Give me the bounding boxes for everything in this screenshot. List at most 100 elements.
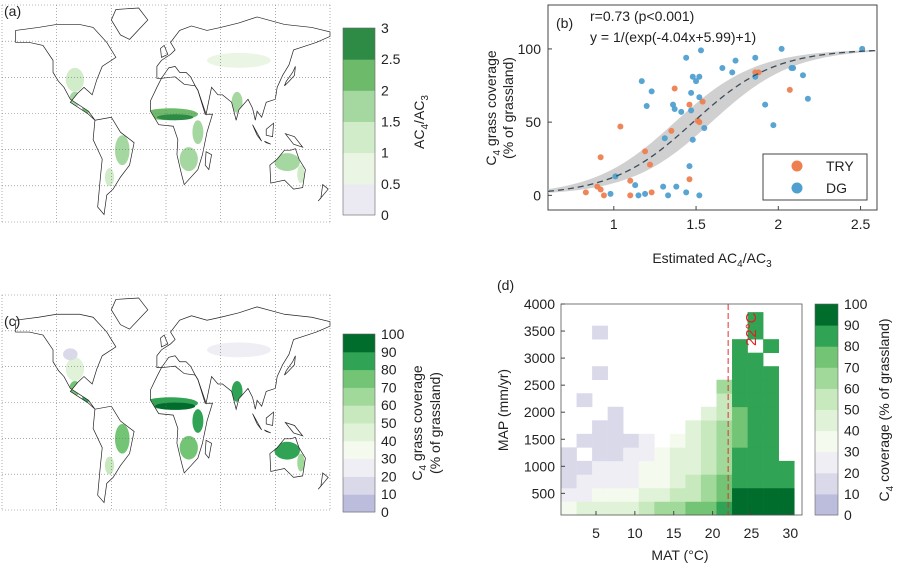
panel-d-heatmap-cell	[747, 460, 764, 475]
panel-c-colorbar-bin	[343, 476, 375, 495]
panel-d-heatmap-cell	[732, 447, 748, 462]
panel-c-grass-region	[179, 435, 198, 460]
panel-d-y-axis-label: MAP (mm/yr)	[495, 369, 511, 451]
panel-b-point-dg	[762, 101, 769, 108]
legend-marker-try	[791, 160, 803, 172]
panel-b-point-try	[686, 176, 693, 183]
panel-c-colorbar-label-units: (% of grassland)	[427, 372, 443, 474]
panel-b-point-dg	[729, 69, 736, 76]
panel-d-heatmap-cell	[561, 501, 577, 516]
panel-d-heatmap-cell	[747, 393, 764, 408]
panel-a-grass-region	[192, 120, 204, 145]
panel-d-heatmap-cell	[763, 433, 779, 448]
legend-label-dg: DG	[826, 180, 847, 196]
panel-c-grass-region	[104, 456, 115, 475]
panel-a-coastline	[284, 133, 304, 148]
panel-a-colorbar-bin	[343, 152, 375, 185]
panel-b-point-try	[671, 85, 678, 92]
panel-d-colorbar-bin	[815, 472, 838, 495]
panel-c-coastline	[265, 411, 274, 426]
panel-b-point-dg	[686, 163, 693, 170]
panel-c-grass-region	[63, 348, 78, 361]
panel-c-colorbar-bin	[343, 387, 375, 406]
panel-d-colorbar-bin	[815, 493, 838, 516]
panel-d-colorbar-tick-label: 40	[844, 423, 860, 439]
panel-b-fit-line	[547, 49, 878, 192]
panel-d-y-tick-label: 3000	[524, 350, 555, 366]
panel-b-point-try	[696, 119, 703, 126]
panel-d-heatmap-cell	[716, 474, 733, 489]
panel-a-coastline	[92, 116, 135, 216]
panel-b-point-try	[646, 161, 653, 168]
panel-d-heatmap-cell	[747, 447, 764, 462]
panel-d-colorbar-label: C4 coverage (% of grassland)	[876, 319, 896, 502]
panel-d-colorbar-tick-label: 20	[844, 465, 860, 481]
panel-d-heatmap-cell	[576, 393, 593, 408]
panel-d-heatmap-cell	[732, 406, 748, 421]
panel-d-heatmap-cell	[747, 420, 764, 435]
panel-d-heatmap-cell	[638, 447, 655, 462]
panel-d-heatmap-cell	[669, 487, 686, 502]
panel-b-correlation: r=0.73 (p<0.001)	[590, 8, 694, 24]
panel-a-colorbar-bin	[343, 121, 375, 154]
panel-d-heatmap-cell	[700, 487, 717, 502]
panel-d-heatmap-cell	[747, 487, 764, 502]
panel-d-heatmap-cell	[747, 352, 764, 367]
panel-d-colorbar-tick-label: 30	[844, 444, 860, 460]
panel-c-colorbar-tick-label: 40	[381, 433, 397, 449]
panel-b-point-dg	[678, 108, 685, 115]
panel-d-heatmap-cell	[747, 474, 764, 489]
panel-b-point-dg	[719, 64, 726, 71]
panel-a-colorbar-tick-label: 1	[381, 145, 389, 161]
panel-d-heatmap-cell	[685, 433, 702, 448]
panel-c-coastline	[252, 413, 262, 431]
panel-b-x-tick-label: 2.5	[851, 216, 871, 232]
panel-b-point-dg	[701, 125, 708, 131]
panel-b-point-try	[597, 186, 604, 193]
panel-d-tag: (d)	[497, 277, 514, 293]
panel-a-grass-region	[207, 52, 271, 68]
panel-d-heatmap-cell	[732, 433, 748, 448]
panel-d-heatmap-cell	[716, 460, 733, 475]
panel-d-y-tick-label: 3500	[524, 323, 555, 339]
panel-d-heatmap-cell	[747, 379, 764, 394]
panel-d-heatmap-cell	[607, 474, 624, 489]
panel-d-heatmap-cell	[700, 406, 717, 421]
panel-a-coastline	[317, 183, 329, 202]
panel-c-tag: (c)	[4, 313, 20, 329]
panel-b-y-axis-label: C4 grass coverage	[483, 50, 503, 166]
panel-d-heatmap-cell	[576, 487, 593, 502]
panel-a-coastline	[252, 124, 262, 142]
panel-c-grass-region	[231, 381, 243, 402]
panel-b-point-dg	[732, 57, 739, 64]
panel-d-heatmap-cell	[732, 352, 748, 367]
panel-c-colorbar-tick-label: 100	[381, 326, 405, 342]
panel-b-point-dg	[661, 135, 668, 142]
panel-c-grass-region	[155, 402, 196, 410]
panel-d-heatmap-cell	[763, 487, 779, 502]
panel-d-heatmap-cell	[592, 460, 608, 475]
panel-d-heatmap-cell	[576, 460, 593, 475]
panel-d-heatmap-cell	[778, 487, 795, 502]
panel-d-heatmap-cell	[654, 447, 671, 462]
panel-d-heatmap-cell	[685, 501, 702, 516]
panel-b-tag: (b)	[556, 15, 573, 31]
panel-d-heatmap-cell	[669, 460, 686, 475]
panel-d-heatmap-cell	[592, 420, 608, 435]
panel-b-point-dg	[635, 192, 642, 199]
panel-c-coastline	[92, 405, 135, 504]
panel-d-heatmap-cell	[607, 447, 624, 462]
panel-d-x-tick-label: 30	[783, 525, 799, 541]
panel-d-heatmap-cell	[592, 325, 608, 340]
panel-a-coastline	[265, 122, 274, 138]
panel-b-point-dg	[697, 47, 704, 54]
panel-c-coastline	[15, 313, 117, 410]
panel-b-point-dg	[799, 72, 806, 79]
panel-a-coastline	[110, 7, 149, 40]
panel-d-heatmap-cell	[623, 460, 640, 475]
panel-c-coastline	[317, 472, 329, 490]
panel-c-coastline	[284, 355, 296, 376]
panel-d-heatmap-cell	[716, 487, 733, 502]
panel-d-heatmap-cell	[623, 487, 640, 502]
panel-d-colorbar-bin	[815, 367, 838, 389]
